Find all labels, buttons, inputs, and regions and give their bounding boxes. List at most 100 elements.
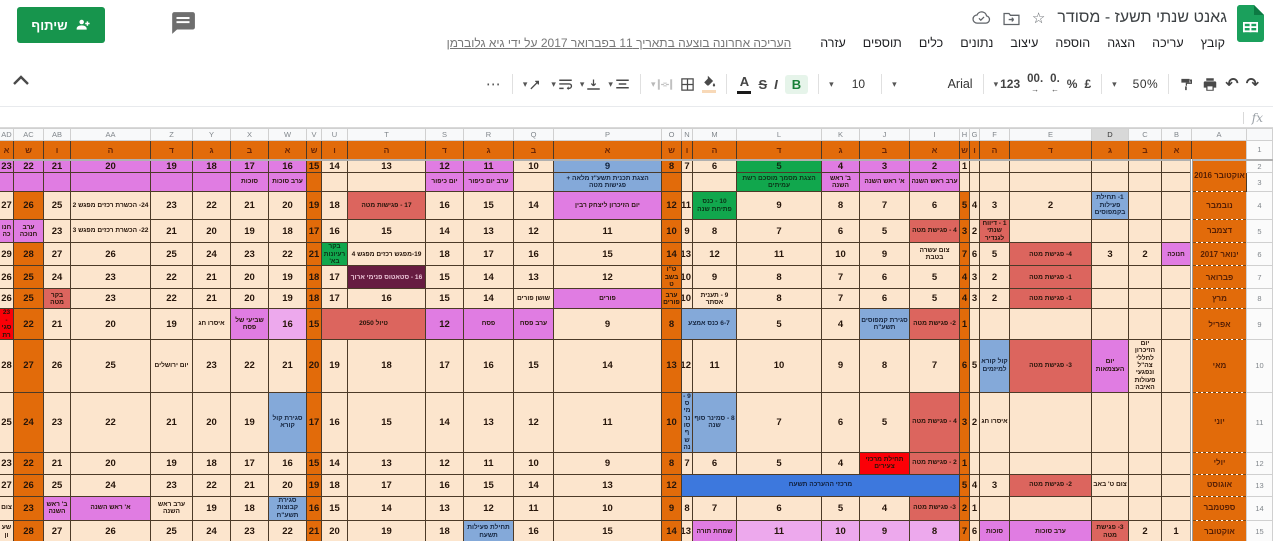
cell-AC13[interactable]: 26 [13, 473, 44, 497]
column-header-E[interactable]: E [1009, 128, 1092, 141]
cell-X9[interactable]: שביעי של פסח [230, 308, 269, 340]
cell-E11[interactable] [1009, 391, 1092, 453]
formula-input[interactable] [0, 108, 1243, 127]
currency-format-button[interactable]: £ [1084, 77, 1092, 91]
cell-F14[interactable] [979, 495, 1010, 521]
cell-M4[interactable]: 10 - כנס פתיחת שנה [692, 191, 737, 220]
cell-C1[interactable]: ב [1128, 140, 1162, 161]
cell-V9[interactable]: 15 [306, 308, 322, 340]
cell-G11[interactable]: 2 [969, 391, 980, 453]
menu-insert[interactable]: הוספה [1055, 36, 1091, 50]
cell-M12[interactable]: 6 [692, 451, 737, 475]
cell-B6[interactable]: חנוכה [1161, 242, 1192, 267]
cell-C13[interactable] [1128, 473, 1162, 497]
cell-H14[interactable]: 2 [959, 495, 970, 521]
cell-M9[interactable]: 6-7 כנס אמצע [681, 308, 737, 340]
month-cell-A4[interactable]: נובמבר [1190, 191, 1247, 220]
cell-AA9[interactable]: 20 [70, 308, 151, 340]
cell-D2[interactable] [1091, 159, 1129, 173]
cell-E15[interactable]: ערב סוכות [1009, 519, 1092, 541]
cell-AA15[interactable]: 26 [70, 519, 151, 541]
cell-Y3[interactable] [192, 172, 231, 192]
month-cell-A11[interactable]: יוני [1190, 391, 1247, 453]
cell-F5[interactable]: 1 - דיווח שנתי לגנדיר [979, 218, 1010, 244]
cell-M8[interactable]: 9 - תענית אסתר [692, 288, 737, 310]
column-header-F[interactable]: F [979, 128, 1010, 141]
cell-P1[interactable]: א [553, 140, 662, 161]
cell-C14[interactable] [1128, 495, 1162, 521]
more-toolbar-button[interactable]: ⋯ [485, 76, 502, 93]
cell-Y10[interactable]: 23 [192, 338, 231, 393]
cell-M2[interactable]: 6 [692, 159, 737, 173]
cell-Z9[interactable]: 19 [150, 308, 193, 340]
cell-P12[interactable]: 9 [553, 451, 662, 475]
cell-J12[interactable]: תחילת מרכזי צעירים [859, 451, 910, 475]
cell-Y4[interactable]: 22 [192, 191, 231, 220]
cell-X3[interactable]: סוכות [230, 172, 269, 192]
cell-G1[interactable]: ו [969, 140, 980, 161]
cell-AA6[interactable]: 26 [70, 242, 151, 267]
cell-T7[interactable]: 16 - סטאטוס פנימי ארוך [347, 265, 426, 290]
merge-cells-button[interactable]: ▾ [651, 78, 674, 91]
cell-C11[interactable] [1128, 391, 1162, 453]
cell-N11[interactable]: 9 - סמינר סוף שנה [681, 391, 693, 453]
cell-P11[interactable]: 11 [553, 391, 662, 453]
cell-H12[interactable]: 1 [959, 451, 970, 475]
cell-R13[interactable]: 15 [463, 473, 514, 497]
cell-N3[interactable] [681, 172, 693, 192]
cell-D8[interactable] [1091, 288, 1129, 310]
cell-N12[interactable]: 7 [681, 451, 693, 475]
cell-E8[interactable]: 1- פגישת מטה [1009, 288, 1092, 310]
cell-U1[interactable]: ו [321, 140, 348, 161]
cell-X14[interactable]: 18 [230, 495, 269, 521]
cell-P5[interactable]: 11 [553, 218, 662, 244]
cell-V1[interactable]: ש [306, 140, 322, 161]
cell-H1[interactable]: ש [959, 140, 970, 161]
cell-W3[interactable]: ערב סוכות [268, 172, 307, 192]
cell-W9[interactable]: 16 [268, 308, 307, 340]
row-header-8[interactable]: 8 [1246, 288, 1273, 310]
row-header-3[interactable]: 3 [1246, 172, 1273, 192]
cell-O12[interactable]: 8 [661, 451, 682, 475]
cell-Y12[interactable]: 18 [192, 451, 231, 475]
cell-AD12[interactable]: 23 [0, 451, 14, 475]
cell-D11[interactable] [1091, 391, 1129, 453]
cell-O10[interactable]: 13 [661, 338, 682, 393]
column-header-K[interactable]: K [821, 128, 860, 141]
redo-button[interactable]: ↷ [1245, 76, 1259, 93]
cell-AD13[interactable]: 27 [0, 473, 14, 497]
cell-L8[interactable]: 8 [736, 288, 822, 310]
cell-R6[interactable]: 17 [463, 242, 514, 267]
cell-T5[interactable]: 15 [347, 218, 426, 244]
cell-AA2[interactable]: 20 [70, 159, 151, 173]
menu-help[interactable]: עזרה [820, 36, 846, 50]
move-folder-icon[interactable] [1003, 11, 1020, 26]
cell-G13[interactable]: 4 [969, 473, 980, 497]
cell-T15[interactable]: 19 [347, 519, 426, 541]
cell-E2[interactable] [1009, 159, 1092, 173]
cell-O13[interactable]: 12 [661, 473, 682, 497]
cell-S8[interactable]: 15 [425, 288, 464, 310]
cell-P13[interactable]: 13 [553, 473, 662, 497]
cell-V5[interactable]: 17 [306, 218, 322, 244]
cell-C12[interactable] [1128, 451, 1162, 475]
cell-S1[interactable]: ד [425, 140, 464, 161]
column-header-B[interactable]: B [1161, 128, 1192, 141]
cell-Z13[interactable]: 23 [150, 473, 193, 497]
cell-AC11[interactable]: 24 [13, 391, 44, 453]
cell-N10[interactable]: 12 [681, 338, 693, 393]
cell-Z15[interactable]: 25 [150, 519, 193, 541]
cell-N1[interactable]: ו [681, 140, 693, 161]
cell-F1[interactable]: ה [979, 140, 1010, 161]
cell-U12[interactable]: 14 [321, 451, 348, 475]
cell-L7[interactable]: 8 [736, 265, 822, 290]
cell-E14[interactable] [1009, 495, 1092, 521]
cell-AB1[interactable]: ו [43, 140, 71, 161]
column-header-N[interactable]: N [681, 128, 693, 141]
cell-L9[interactable]: 5 [736, 308, 822, 340]
cell-AD1[interactable]: א [0, 140, 14, 161]
cell-F12[interactable] [979, 451, 1010, 475]
cell-W7[interactable]: 19 [268, 265, 307, 290]
cell-AD8[interactable]: 26 [0, 288, 14, 310]
cell-B3[interactable] [1161, 172, 1192, 192]
